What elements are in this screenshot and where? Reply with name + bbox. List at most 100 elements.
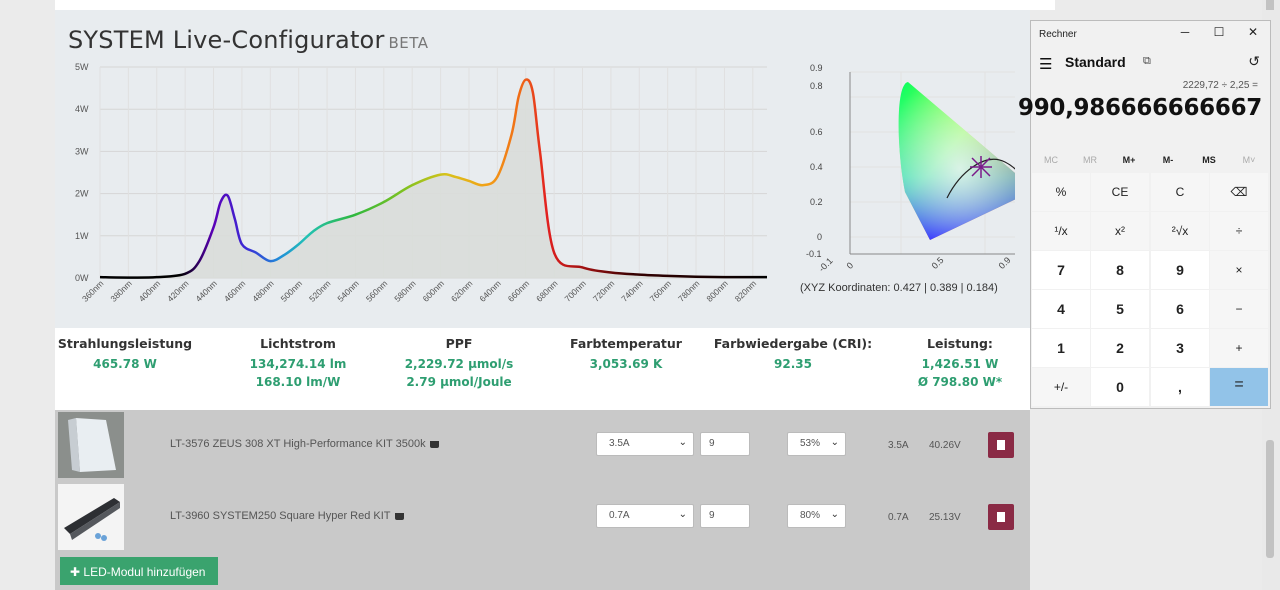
clear-entry-key[interactable]: CE — [1091, 173, 1149, 211]
y-tick-label: 0W — [75, 273, 89, 283]
digit-7-key[interactable]: 7 — [1032, 251, 1090, 289]
x-tick-label: 520nm — [307, 278, 332, 303]
digit-3-key[interactable]: 3 — [1151, 329, 1209, 367]
scrollbar-thumb[interactable] — [1266, 440, 1274, 558]
memory-list-button[interactable]: M˅ — [1242, 155, 1256, 165]
cart-icon[interactable] — [429, 440, 439, 448]
percent-key[interactable]: % — [1032, 173, 1090, 211]
current-select[interactable]: 0.7A ⌄ — [596, 504, 694, 528]
calculator-result: 990,986666666667 — [1018, 95, 1262, 121]
reciprocal-key[interactable]: ¹/x — [1032, 212, 1090, 250]
dimming-select-value: 80% — [800, 510, 821, 521]
multiply-key[interactable]: × — [1210, 251, 1268, 289]
scrollbar-top-thumb[interactable] — [1266, 0, 1274, 10]
cie-y-ticks: 0.9 0.8 0.6 0.4 0.2 0 -0.1 — [806, 63, 823, 259]
stat-label: Farbtemperatur — [570, 336, 682, 351]
square-root-key[interactable]: ²√x — [1151, 212, 1209, 250]
plus-icon: ✚ — [70, 565, 84, 579]
spectrum-line — [99, 78, 767, 279]
subtract-key[interactable]: − — [1210, 290, 1268, 328]
memory-subtract-button[interactable]: M- — [1162, 155, 1174, 165]
spectrum-chart: 5W 4W 3W 2W 1W 0W 360nm 380nm 400nm 420nm 440nm 46… — [75, 62, 767, 304]
stat-value: 134,274.14 lm 168.10 lm/W — [208, 355, 388, 391]
maximize-button[interactable]: ☐ — [1213, 25, 1225, 39]
window-title: Rechner — [1039, 29, 1077, 40]
cie-gamut-white-point — [898, 82, 1015, 240]
module-name[interactable]: LT-3576 ZEUS 308 XT High-Performance KIT… — [170, 438, 439, 450]
x-tick-label: 440nm — [193, 278, 218, 303]
add-key[interactable]: + — [1210, 329, 1268, 367]
current-select-value: 0.7A — [609, 510, 630, 521]
dimming-select[interactable]: 53% ⌄ — [787, 432, 846, 456]
stat-value-line: 1,426.51 W — [921, 357, 999, 371]
cart-icon[interactable] — [394, 512, 404, 520]
cie-y-tick: 0.6 — [810, 127, 823, 137]
stat-value-line: 2.79 µmol/Joule — [406, 375, 512, 389]
title-text: SYSTEM Live-Configurator — [68, 26, 385, 54]
square-key[interactable]: x² — [1091, 212, 1149, 250]
digit-1-key[interactable]: 1 — [1032, 329, 1090, 367]
hamburger-menu-icon[interactable]: ☰ — [1039, 56, 1053, 73]
cie-y-tick: 0.8 — [810, 81, 823, 91]
keep-on-top-icon[interactable]: ⧉ — [1143, 55, 1151, 67]
x-tick-label: 720nm — [591, 278, 616, 303]
digit-6-key[interactable]: 6 — [1151, 290, 1209, 328]
digit-0-key[interactable]: 0 — [1091, 368, 1149, 406]
clear-key[interactable]: C — [1151, 173, 1209, 211]
backspace-key[interactable]: ⌫ — [1210, 173, 1268, 211]
cie-x-tick: 0 — [845, 260, 856, 271]
negate-key[interactable]: +/- — [1032, 368, 1090, 406]
stat-value: 1,426.51 W Ø 798.80 W* — [870, 355, 1050, 391]
stat-value-line: 134,274.14 lm — [249, 357, 347, 371]
stat-label: Leistung: — [927, 336, 993, 351]
module-thumbnail — [58, 484, 124, 550]
equals-key[interactable]: = — [1210, 368, 1268, 406]
current-select-value: 3.5A — [609, 438, 630, 449]
memory-clear-button[interactable]: MC — [1044, 155, 1058, 165]
memory-recall-button[interactable]: MR — [1083, 155, 1097, 165]
stat-farbwiedergabe: Farbwiedergabe (CRI): 92.35 — [703, 336, 883, 373]
module-name[interactable]: LT-3960 SYSTEM250 Square Hyper Red KIT — [170, 510, 404, 522]
module-voltage: 25.13V — [929, 512, 961, 523]
dimming-select[interactable]: 80% ⌄ — [787, 504, 846, 528]
x-tick-label: 620nm — [449, 278, 474, 303]
quantity-input[interactable]: 9 — [700, 504, 750, 528]
divide-key[interactable]: ÷ — [1210, 212, 1268, 250]
spectrum-y-axis: 5W 4W 3W 2W 1W 0W — [75, 62, 89, 283]
stat-value: 92.35 — [774, 357, 812, 371]
minimize-button[interactable]: ─ — [1180, 25, 1190, 39]
digit-4-key[interactable]: 4 — [1032, 290, 1090, 328]
add-led-module-button[interactable]: ✚ LED-Modul hinzufügen — [60, 557, 218, 585]
memory-add-button[interactable]: M+ — [1122, 155, 1136, 165]
digit-8-key[interactable]: 8 — [1091, 251, 1149, 289]
stat-value: 465.78 W — [93, 357, 157, 371]
y-tick-label: 4W — [75, 104, 89, 114]
x-tick-label: 560nm — [364, 278, 389, 303]
color-point-marker — [970, 156, 992, 178]
x-tick-label: 760nm — [648, 278, 673, 303]
dimming-select-value: 53% — [800, 438, 821, 449]
digit-9-key[interactable]: 9 — [1151, 251, 1209, 289]
digit-5-key[interactable]: 5 — [1091, 290, 1149, 328]
quantity-input[interactable]: 9 — [700, 432, 750, 456]
stat-value-line: Ø 798.80 W* — [917, 375, 1003, 389]
delete-module-button[interactable] — [988, 504, 1014, 530]
decimal-key[interactable]: , — [1151, 368, 1209, 406]
memory-store-button[interactable]: MS — [1202, 155, 1216, 165]
module-row: LT-3960 SYSTEM250 Square Hyper Red KIT 0… — [55, 482, 1030, 552]
x-tick-label: 580nm — [392, 278, 417, 303]
current-select[interactable]: 3.5A ⌄ — [596, 432, 694, 456]
close-button[interactable]: ✕ — [1247, 25, 1259, 39]
x-tick-label: 740nm — [619, 278, 644, 303]
chevron-down-icon: ⌄ — [678, 509, 687, 520]
cie-y-tick: 0.2 — [810, 197, 823, 207]
history-icon[interactable]: ↺ — [1248, 53, 1260, 69]
module-image — [58, 412, 124, 478]
digit-2-key[interactable]: 2 — [1091, 329, 1149, 367]
delete-module-button[interactable] — [988, 432, 1014, 458]
calculator-window: Rechner ─ ☐ ✕ ☰ Standard ⧉ ↺ 2229,72 ÷ 2… — [1018, 20, 1271, 409]
module-current: 0.7A — [888, 512, 909, 523]
chevron-down-icon: ⌄ — [830, 437, 839, 448]
module-image — [58, 484, 124, 550]
stat-lichtstrom: Lichtstrom 134,274.14 lm 168.10 lm/W — [208, 336, 388, 391]
